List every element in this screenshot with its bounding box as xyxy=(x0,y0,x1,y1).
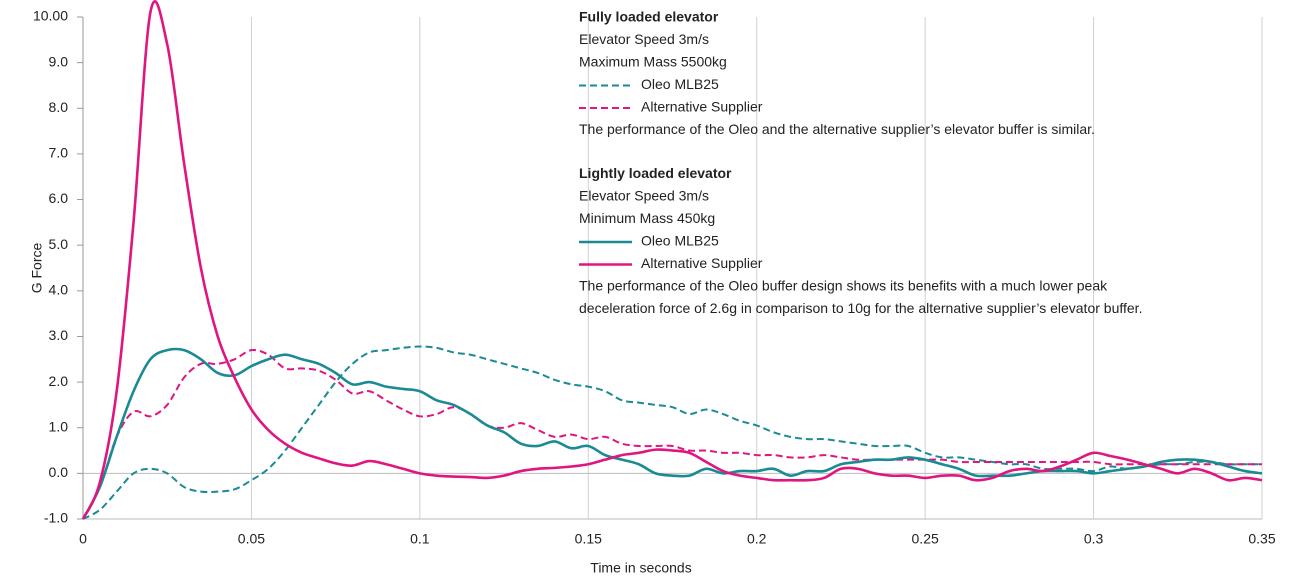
series-line xyxy=(82,345,1262,520)
legend-group-line: Minimum Mass 450kg xyxy=(579,210,715,226)
y-tick-label: 9.0 xyxy=(49,53,69,69)
legend-label: Oleo MLB25 xyxy=(641,233,719,249)
x-tick-label: 0.15 xyxy=(575,531,602,547)
legend-label: Oleo MLB25 xyxy=(641,76,719,92)
x-tick-label: 0.2 xyxy=(747,531,767,547)
y-tick-label: 4.0 xyxy=(49,282,69,298)
legend-note: The performance of the Oleo buffer desig… xyxy=(579,278,1108,294)
y-tick-label: 0.0 xyxy=(49,464,69,480)
legend-note: The performance of the Oleo and the alte… xyxy=(579,121,1095,137)
x-tick-label: 0.25 xyxy=(912,531,939,547)
y-tick-label: 6.0 xyxy=(49,190,69,206)
legend-label: Alternative Supplier xyxy=(641,255,763,271)
y-tick-label: 5.0 xyxy=(49,236,69,252)
y-axis-label: G Force xyxy=(29,243,45,294)
series-line xyxy=(82,348,1262,520)
legend-group-line: Maximum Mass 5500kg xyxy=(579,54,727,70)
x-tick-label: 0 xyxy=(79,531,87,547)
y-tick-label: 7.0 xyxy=(49,145,69,161)
x-tick-label: 0.35 xyxy=(1248,531,1275,547)
y-tick-label: 1.0 xyxy=(49,418,69,434)
legend-group-line: Elevator Speed 3m/s xyxy=(579,31,709,47)
y-tick-label: 3.0 xyxy=(49,327,69,343)
series-line xyxy=(81,347,1263,520)
x-tick-label: 0.05 xyxy=(238,531,265,547)
y-tick-label: -1.0 xyxy=(44,510,68,526)
x-axis-label: Time in seconds xyxy=(590,560,691,576)
legend-group-line: Elevator Speed 3m/s xyxy=(579,188,709,204)
legend-group-title: Lightly loaded elevator xyxy=(579,165,732,181)
x-tick-label: 0.3 xyxy=(1084,531,1104,547)
legend-label: Alternative Supplier xyxy=(641,99,763,115)
y-tick-label: 2.0 xyxy=(49,373,69,389)
legend-note: deceleration force of 2.6g in comparison… xyxy=(579,300,1142,316)
y-tick-label: 8.0 xyxy=(49,99,69,115)
series-line xyxy=(81,0,1263,520)
x-tick-label: 0.1 xyxy=(410,531,430,547)
legend-group-title: Fully loaded elevator xyxy=(579,9,719,25)
y-tick-label: 10.00 xyxy=(33,8,68,24)
